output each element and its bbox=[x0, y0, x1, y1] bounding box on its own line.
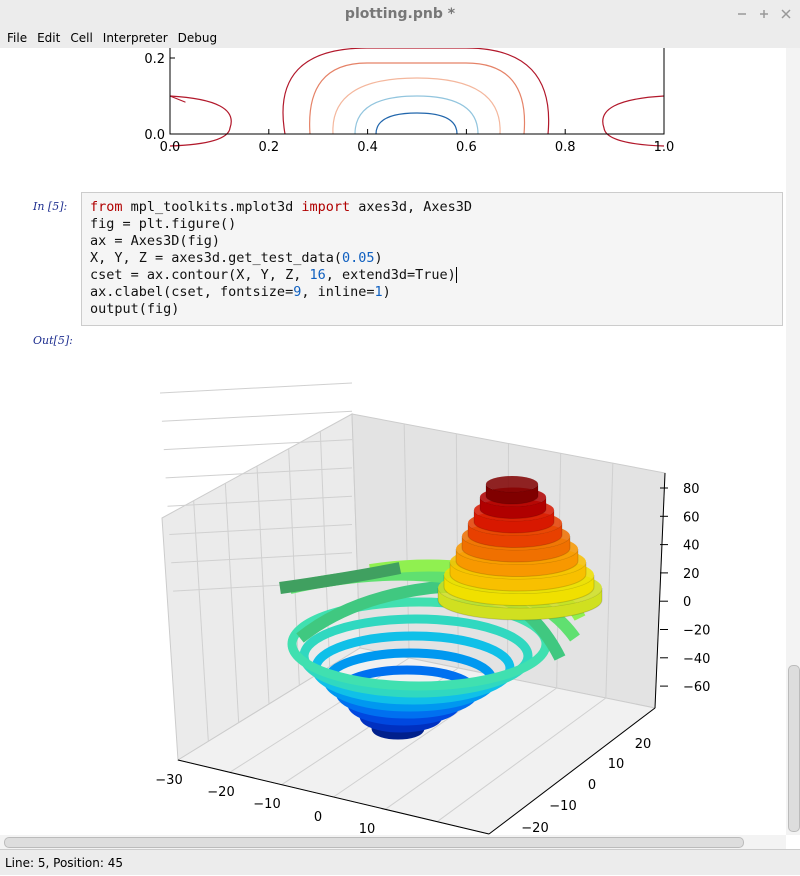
code-line: ax.clabel(cset, fontsize=9, inline=1) bbox=[90, 284, 774, 301]
y-tick-label: −20 bbox=[521, 821, 548, 835]
grid-line bbox=[167, 495, 353, 507]
menu-item[interactable]: Edit bbox=[37, 31, 61, 45]
code-token: from bbox=[90, 199, 123, 215]
x-tick-label: 0.6 bbox=[456, 140, 477, 155]
menu-item[interactable]: Interpreter bbox=[102, 31, 168, 45]
code-token: 0.05 bbox=[341, 250, 375, 266]
code-line: from mpl_toolkits.mplot3d import axes3d,… bbox=[90, 199, 774, 216]
grid-line bbox=[605, 463, 614, 699]
x-tick-label: −30 bbox=[155, 773, 182, 788]
grid-line bbox=[319, 431, 331, 667]
code-token: fig = plt.figure() bbox=[90, 216, 237, 232]
grid-line bbox=[169, 524, 353, 535]
grid-line bbox=[229, 657, 410, 773]
x-tick-label: 0.0 bbox=[160, 140, 181, 155]
grid-line bbox=[436, 697, 607, 823]
x-tick-label: 0 bbox=[314, 810, 322, 825]
code-token: , extend3d=True) bbox=[325, 267, 456, 283]
menu-bar: File Edit Cell Interpreter Debug bbox=[0, 28, 800, 48]
z-tick-label: 0 bbox=[683, 595, 691, 610]
menu-item[interactable]: Debug bbox=[177, 31, 218, 45]
code-token: 1 bbox=[374, 284, 383, 300]
y-tick-label: 0.0 bbox=[144, 128, 165, 143]
status-bar: Line: 5, Position: 45 bbox=[0, 849, 800, 875]
z-tick-label: 60 bbox=[683, 510, 700, 525]
code-token: output(fig) bbox=[90, 301, 180, 317]
title-bar: plotting.pnb * bbox=[0, 0, 800, 28]
cursor bbox=[455, 267, 457, 283]
y-tick-label: 20 bbox=[635, 737, 652, 752]
grid-line bbox=[256, 465, 270, 705]
y-tick-label: 10 bbox=[608, 757, 625, 772]
grid-line bbox=[159, 382, 353, 394]
surface-top bbox=[486, 476, 538, 492]
menu-item[interactable]: Cell bbox=[70, 31, 93, 45]
z-tick-label: 40 bbox=[683, 539, 700, 554]
surface-band bbox=[279, 562, 402, 594]
status-text: Line: 5, Position: 45 bbox=[5, 856, 123, 870]
code-token: , inline= bbox=[301, 284, 375, 300]
y-tick-label: 0 bbox=[588, 778, 596, 793]
code-token: axes3d, Axes3D bbox=[350, 199, 473, 215]
z-tick-label: 20 bbox=[683, 567, 700, 582]
code-line: cset = ax.contour(X, Y, Z, 16, extend3d=… bbox=[90, 267, 774, 284]
grid-line bbox=[165, 467, 353, 479]
v-scrollbar[interactable] bbox=[786, 48, 800, 835]
x-tick-label: 0.2 bbox=[258, 140, 279, 155]
code-token: mpl_toolkits.mplot3d bbox=[122, 199, 302, 215]
x-tick-label: 0.4 bbox=[357, 140, 378, 155]
window-title: plotting.pnb * bbox=[344, 6, 456, 22]
plot-3d: 806040200−20−40−6020100−10−20−30−30−20−1… bbox=[155, 382, 710, 835]
code-token: ) bbox=[374, 250, 383, 266]
code-token: cset = ax.contour(X, Y, Z, bbox=[90, 267, 310, 283]
code-token: ) bbox=[382, 284, 391, 300]
code-token: 9 bbox=[293, 284, 302, 300]
h-scrollbar[interactable] bbox=[0, 835, 786, 849]
grid-line bbox=[171, 552, 353, 564]
z-tick-label: −20 bbox=[683, 624, 710, 639]
grid-line bbox=[288, 448, 300, 686]
code-line: ax = Axes3D(fig) bbox=[90, 233, 774, 250]
code-line: fig = plt.figure() bbox=[90, 216, 774, 233]
grid-line bbox=[161, 410, 353, 422]
code-token: X, Y, Z = axes3d.get_test_data( bbox=[90, 250, 342, 266]
grid-line bbox=[163, 439, 353, 451]
x-tick-label: −20 bbox=[207, 785, 234, 800]
y-tick-label: 0.2 bbox=[144, 52, 165, 67]
grid-line bbox=[224, 483, 240, 723]
in-prompt: In [5]: bbox=[33, 200, 68, 213]
code-token: ax = Axes3D(fig) bbox=[90, 233, 221, 249]
code-line: output(fig) bbox=[90, 301, 774, 318]
z-tick-label: −60 bbox=[683, 680, 710, 695]
x-tick-label: 10 bbox=[359, 822, 376, 835]
grid-line bbox=[385, 687, 557, 810]
x-tick-label: 0.8 bbox=[555, 140, 576, 155]
menu-item[interactable]: File bbox=[7, 31, 28, 45]
out-prompt: Out[5]: bbox=[33, 334, 73, 347]
code-cell[interactable]: from mpl_toolkits.mplot3d import axes3d,… bbox=[81, 192, 783, 326]
grid-line bbox=[193, 500, 209, 742]
code-token: ax.clabel(cset, fontsize= bbox=[90, 284, 294, 300]
x-tick-label: 1.0 bbox=[654, 140, 675, 155]
z-tick-label: −40 bbox=[683, 652, 710, 667]
z-tick-label: 80 bbox=[683, 482, 700, 497]
x-tick-label: −10 bbox=[253, 797, 280, 812]
top-plot: 0.2 0.00.0 0.2 0.4 0.6 0.8 1.0 bbox=[144, 48, 675, 155]
y-tick-label: −10 bbox=[549, 799, 576, 814]
code-token: 16 bbox=[309, 267, 326, 283]
code-line: X, Y, Z = axes3d.get_test_data(0.05) bbox=[90, 250, 774, 267]
surface-band bbox=[299, 614, 533, 698]
window-controls[interactable] bbox=[730, 0, 800, 28]
notebook: 0.2 0.0 0.0 0.2 0.4 0.6 0.8 1.0 In [5]: from mp… bbox=[0, 48, 786, 835]
code-token: import bbox=[301, 199, 351, 215]
